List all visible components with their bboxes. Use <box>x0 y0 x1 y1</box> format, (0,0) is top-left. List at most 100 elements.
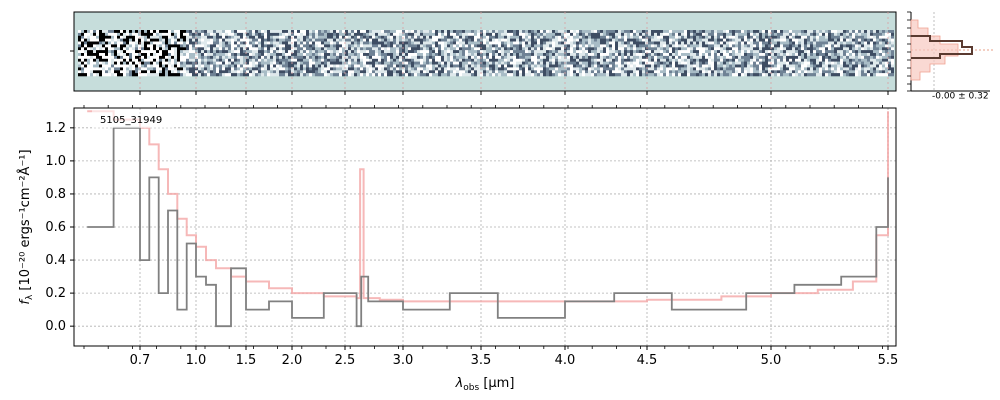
twod-pixel <box>384 30 387 34</box>
twod-pixel <box>690 61 693 65</box>
twod-pixel <box>375 61 378 65</box>
twod-pixel <box>210 73 213 77</box>
twod-pixel <box>180 53 183 57</box>
twod-pixel <box>477 67 480 71</box>
twod-pixel <box>651 61 654 65</box>
twod-pixel <box>762 47 765 51</box>
twod-pixel <box>450 55 453 60</box>
twod-pixel <box>411 44 414 48</box>
twod-pixel <box>120 61 123 65</box>
twod-pixel <box>423 38 426 42</box>
twod-pixel <box>213 50 216 54</box>
twod-pixel <box>450 35 453 39</box>
twod-pixel <box>840 53 843 57</box>
twod-pixel <box>576 70 579 74</box>
twod-pixel <box>138 58 141 62</box>
twod-pixel <box>825 70 828 74</box>
twod-pixel <box>840 70 843 74</box>
twod-pixel <box>639 44 642 48</box>
twod-pixel <box>438 38 441 42</box>
twod-pixel <box>540 53 543 57</box>
twod-pixel <box>207 30 210 34</box>
twod-pixel <box>729 50 732 54</box>
twod-pixel <box>447 53 450 57</box>
twod-pixel <box>546 73 549 77</box>
twod-pixel <box>354 50 357 54</box>
twod-pixel <box>435 32 438 37</box>
twod-pixel <box>114 30 117 34</box>
twod-pixel <box>294 32 297 37</box>
twod-pixel <box>741 41 744 45</box>
twod-pixel <box>624 32 627 37</box>
twod-pixel <box>504 73 507 77</box>
twod-pixel <box>582 70 585 74</box>
twod-pixel <box>666 32 669 37</box>
twod-pixel <box>318 47 321 51</box>
twod-pixel <box>126 67 129 71</box>
twod-pixel <box>267 50 270 54</box>
twod-pixel <box>735 58 738 62</box>
twod-pixel <box>654 32 657 37</box>
twod-pixel <box>366 44 369 48</box>
twod-pixel <box>612 53 615 57</box>
twod-pixel <box>591 53 594 57</box>
twod-pixel <box>114 58 117 62</box>
twod-pixel <box>237 47 240 51</box>
twod-pixel <box>228 61 231 65</box>
twod-pixel <box>735 32 738 37</box>
twod-pixel <box>552 32 555 37</box>
twod-pixel <box>120 53 123 57</box>
twod-pixel <box>837 32 840 37</box>
twod-pixel <box>318 32 321 37</box>
twod-pixel <box>417 61 420 65</box>
twod-pixel <box>183 38 186 42</box>
twod-pixel <box>804 32 807 37</box>
twod-pixel <box>819 70 822 74</box>
twod-pixel <box>486 53 489 57</box>
twod-pixel <box>333 32 336 37</box>
twod-pixel <box>465 58 468 62</box>
twod-pixel <box>423 64 426 68</box>
twod-pixel <box>816 58 819 62</box>
twod-pixel <box>150 30 153 34</box>
twod-pixel <box>735 73 738 77</box>
twod-pixel <box>864 50 867 54</box>
twod-pixel <box>330 44 333 48</box>
twod-pixel <box>513 30 516 34</box>
twod-pixel <box>729 30 732 34</box>
twod-pixel <box>528 70 531 74</box>
twod-pixel <box>249 67 252 71</box>
twod-pixel <box>303 55 306 60</box>
twod-pixel <box>693 53 696 57</box>
twod-pixel <box>507 58 510 62</box>
twod-pixel <box>330 55 333 60</box>
twod-pixel <box>564 47 567 51</box>
twod-pixel <box>81 55 84 60</box>
twod-pixel <box>162 55 165 60</box>
twod-pixel <box>603 30 606 34</box>
twod-pixel <box>774 58 777 62</box>
twod-pixel <box>567 55 570 60</box>
twod-pixel <box>84 61 87 65</box>
twod-pixel <box>888 38 891 42</box>
twod-pixel <box>558 35 561 39</box>
twod-pixel <box>420 44 423 48</box>
twod-pixel <box>324 41 327 45</box>
twod-pixel <box>672 41 675 45</box>
twod-pixel <box>702 50 705 54</box>
twod-pixel <box>540 41 543 45</box>
twod-pixel <box>393 35 396 39</box>
twod-pixel <box>570 44 573 48</box>
twod-pixel <box>582 64 585 68</box>
twod-pixel <box>90 67 93 71</box>
twod-pixel <box>348 61 351 65</box>
twod-pixel <box>627 41 630 45</box>
twod-pixel <box>654 55 657 60</box>
twod-pixel <box>186 47 189 51</box>
twod-pixel <box>486 41 489 45</box>
twod-pixel <box>885 61 888 65</box>
twod-pixel <box>888 30 891 34</box>
twod-pixel <box>108 55 111 60</box>
twod-pixel <box>486 73 489 77</box>
twod-pixel <box>474 61 477 65</box>
